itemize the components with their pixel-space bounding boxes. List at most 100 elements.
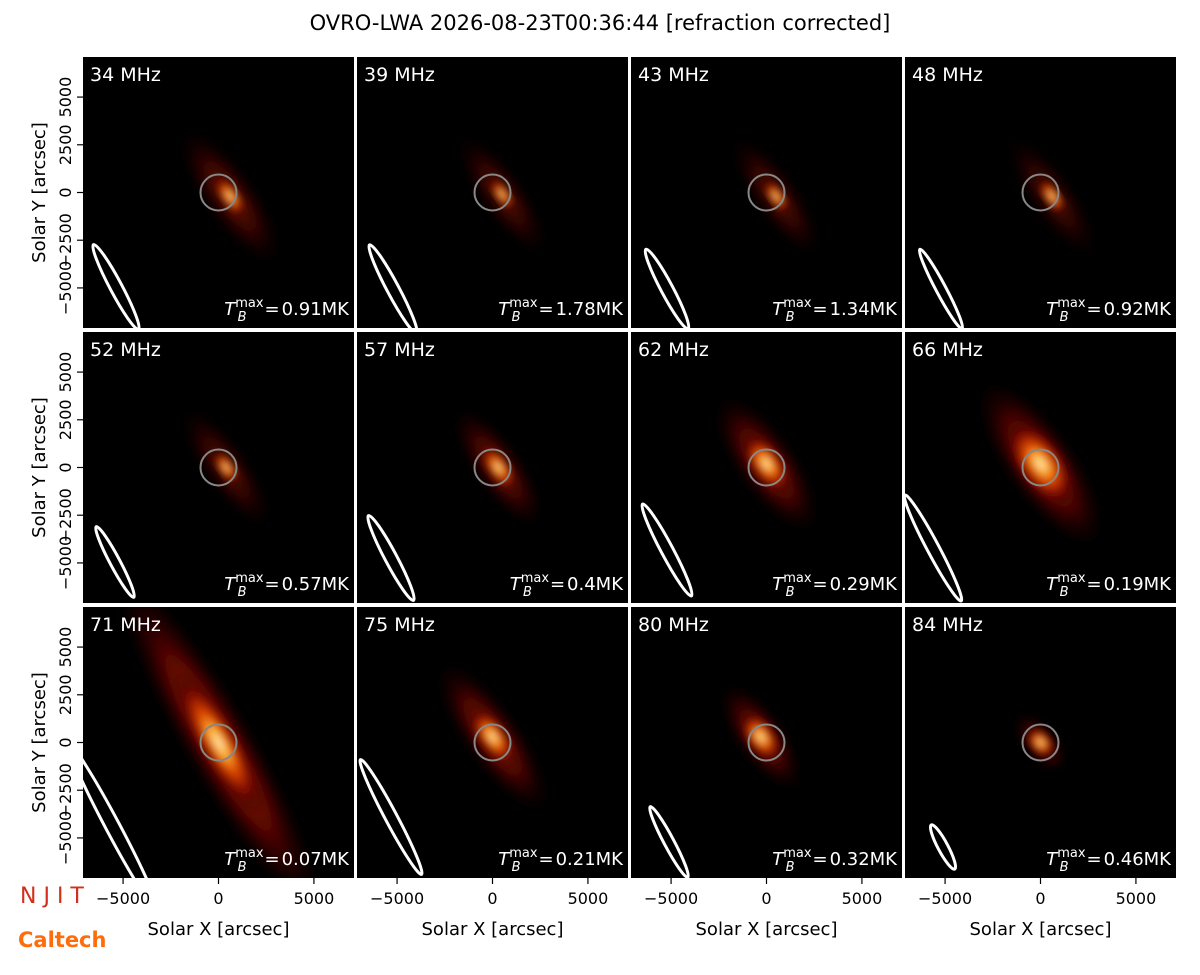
solar-disk	[473, 448, 512, 487]
tb-max-annotation: Tmax B = 0.19MK	[1046, 571, 1172, 600]
figure-title: OVRO-LWA 2026-08-23T00:36:44 [refraction…	[310, 11, 891, 35]
tb-sup: max	[783, 296, 812, 311]
panel	[905, 607, 1176, 878]
y-axis-label: Solar Y [arcsec]	[29, 122, 50, 263]
tb-symbol: T	[224, 574, 237, 595]
tb-max-annotation: Tmax B = 0.07MK	[224, 846, 350, 875]
panel-title: 52 MHz	[90, 339, 161, 361]
panel-title: 84 MHz	[912, 614, 983, 636]
beam	[648, 805, 690, 878]
tb-value: 0.91MK	[282, 299, 351, 320]
panel-title: 80 MHz	[638, 614, 709, 636]
tb-sub: B	[786, 310, 795, 325]
tb-sup: max	[235, 846, 264, 861]
x-tick-label: 5000	[294, 889, 335, 908]
tb-sup: max	[509, 296, 538, 311]
x-axis-label: Solar X [arcsec]	[422, 919, 564, 940]
tb-max-annotation: Tmax B = 0.29MK	[772, 571, 898, 600]
solar-disk	[1021, 723, 1060, 762]
solar-disk	[1021, 448, 1060, 487]
tb-eq: =	[1086, 299, 1101, 320]
panel-title: 57 MHz	[364, 339, 435, 361]
beam	[917, 247, 965, 328]
tb-symbol: T	[772, 299, 785, 320]
x-axis-label: Solar X [arcsec]	[696, 919, 838, 940]
tb-eq: =	[264, 574, 279, 595]
emission-core	[213, 451, 240, 484]
tb-max-annotation: Tmax B = 0.21MK	[498, 846, 624, 875]
panel	[357, 607, 628, 878]
tb-eq: =	[812, 299, 827, 320]
x-tick-label: 5000	[842, 889, 883, 908]
tb-sub: B	[238, 860, 247, 875]
tb-eq: =	[538, 849, 553, 870]
tb-value: 0.21MK	[556, 849, 625, 870]
tb-value: 1.34MK	[830, 299, 899, 320]
y-axis-label: Solar Y [arcsec]	[29, 397, 50, 538]
tb-sub: B	[786, 585, 795, 600]
x-tick-label: 0	[1035, 889, 1045, 908]
panel-title: 62 MHz	[638, 339, 709, 361]
tb-value: 1.78MK	[556, 299, 625, 320]
tb-sup: max	[235, 296, 264, 311]
tb-max-annotation: Tmax B = 0.91MK	[224, 296, 350, 325]
tb-eq: =	[1086, 574, 1101, 595]
tb-eq: =	[550, 574, 565, 595]
tb-max-annotation: Tmax B = 1.34MK	[772, 296, 898, 325]
tb-sub: B	[523, 585, 532, 600]
solar-disk	[747, 448, 786, 487]
y-tick-label: −5000	[56, 536, 75, 590]
x-tick-label: −5000	[96, 889, 150, 908]
emission-core	[213, 175, 247, 218]
solar-disk	[473, 173, 512, 212]
tb-eq: =	[1086, 849, 1101, 870]
x-tick-label: 0	[761, 889, 771, 908]
beam	[358, 758, 424, 876]
y-axis-label: Solar Y [arcsec]	[29, 672, 50, 813]
emission-core	[469, 707, 516, 767]
y-tick-label: 0	[56, 737, 75, 747]
tb-symbol: T	[498, 849, 511, 870]
x-tick-label: 5000	[1116, 889, 1157, 908]
tb-value: 0.46MK	[1104, 849, 1173, 870]
y-tick-label: 0	[56, 187, 75, 197]
y-tick-label: −2500	[56, 488, 75, 542]
tb-sub: B	[512, 310, 521, 325]
y-tick-label: 0	[56, 462, 75, 472]
tb-max-annotation: Tmax B = 0.4MK	[510, 571, 625, 600]
solar-disk	[473, 723, 512, 762]
panel-title: 71 MHz	[90, 614, 161, 636]
tb-max-annotation: Tmax B = 0.92MK	[1046, 296, 1172, 325]
tb-max-annotation: Tmax B = 0.57MK	[224, 571, 350, 600]
panel	[357, 332, 628, 603]
tb-sub: B	[238, 585, 247, 600]
emission-core	[174, 672, 263, 813]
panel	[83, 607, 354, 878]
y-tick-label: −2500	[56, 213, 75, 267]
x-tick-label: −5000	[644, 889, 698, 908]
solar-disk	[199, 173, 238, 212]
tb-symbol: T	[1046, 849, 1059, 870]
solar-disk	[747, 173, 786, 212]
tb-value: 0.29MK	[830, 574, 899, 595]
panel	[83, 332, 354, 603]
tb-max-annotation: Tmax B = 0.46MK	[1046, 846, 1172, 875]
tb-sub: B	[512, 860, 521, 875]
emission-core	[742, 433, 791, 494]
panel-title: 66 MHz	[912, 339, 983, 361]
tb-symbol: T	[224, 299, 237, 320]
y-tick-label: 2500	[56, 124, 75, 165]
y-tick-label: 2500	[56, 674, 75, 715]
tb-value: 0.4MK	[567, 574, 624, 595]
tb-symbol: T	[224, 849, 237, 870]
y-tick-label: 5000	[56, 627, 75, 668]
tb-value: 0.57MK	[282, 574, 351, 595]
tb-value: 0.07MK	[282, 849, 351, 870]
x-tick-label: −5000	[370, 889, 424, 908]
beam	[928, 823, 958, 871]
y-tick-label: 5000	[56, 352, 75, 393]
x-tick-label: 5000	[568, 889, 609, 908]
panel	[83, 57, 354, 328]
tb-eq: =	[264, 299, 279, 320]
